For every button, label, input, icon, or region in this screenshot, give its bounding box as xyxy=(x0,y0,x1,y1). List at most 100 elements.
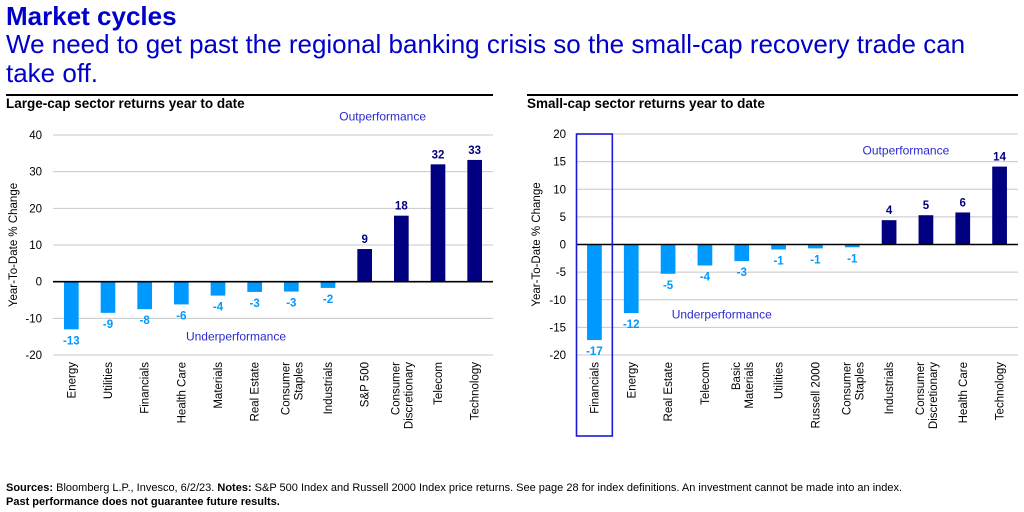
large-cap-data-label: -2 xyxy=(323,294,333,306)
large-cap-annotation-outperformance: Outperformance xyxy=(339,110,426,124)
small-cap-category-label: Telecom xyxy=(700,362,712,405)
small-cap-data-label: -1 xyxy=(773,255,784,267)
small-cap-category-label: Industrials xyxy=(884,362,896,415)
large-cap-category-label: Real Estate xyxy=(250,362,262,421)
small-cap-category-label-line: Discretionary xyxy=(928,362,940,429)
large-cap-data-label: -8 xyxy=(140,315,151,327)
left-panel-rule xyxy=(6,94,493,96)
large-cap-category-label: Financials xyxy=(140,362,152,414)
large-cap-bar xyxy=(430,164,446,282)
small-cap-category-label: Technology xyxy=(995,362,1007,420)
large-cap-y-tick-label: 0 xyxy=(36,277,42,289)
small-cap-bar xyxy=(808,244,823,249)
large-cap-bar xyxy=(174,281,189,305)
large-cap-category-label-line: Financials xyxy=(140,362,152,414)
large-cap-data-label: 9 xyxy=(361,234,367,246)
small-cap-bar xyxy=(697,244,713,266)
large-cap-data-label: -13 xyxy=(63,335,80,347)
disclaimer-text: Past performance does not guarantee futu… xyxy=(6,496,280,508)
small-cap-category-label: Health Care xyxy=(958,362,970,423)
large-cap-data-label: -3 xyxy=(250,298,260,310)
large-cap-category-label-line: Discretionary xyxy=(403,362,415,429)
small-cap-y-tick-label: -10 xyxy=(549,295,566,307)
large-cap-bar xyxy=(467,159,482,282)
small-cap-data-label: -17 xyxy=(586,346,603,358)
small-cap-data-label: -4 xyxy=(700,271,711,283)
large-cap-category-label-line: Consumer xyxy=(390,362,402,415)
small-cap-data-label: 14 xyxy=(993,152,1006,164)
footer-line-1: Sources: Bloomberg L.P., Invesco, 6/2/23… xyxy=(6,481,1016,495)
large-cap-data-label: -6 xyxy=(176,310,186,322)
large-cap-category-label-line: Utilities xyxy=(103,362,115,399)
large-cap-data-label: 18 xyxy=(395,201,408,213)
large-cap-bar xyxy=(100,281,116,313)
small-cap-category-label: Russell 2000 xyxy=(810,362,822,428)
large-cap-category-label-line: Consumer xyxy=(280,362,292,415)
large-cap-data-label: -4 xyxy=(213,302,224,314)
large-cap-bar xyxy=(394,215,409,282)
large-cap-bar xyxy=(357,249,372,282)
small-cap-y-tick-label: 15 xyxy=(553,157,566,169)
small-cap-category-label: ConsumerDiscretionary xyxy=(915,362,940,429)
small-cap-category-label-line: Utilities xyxy=(774,362,786,399)
small-cap-data-label: 6 xyxy=(960,197,966,209)
large-cap-bar xyxy=(247,281,262,292)
large-cap-category-label-line: Health Care xyxy=(176,362,188,423)
small-cap-category-label-line: Consumer xyxy=(915,362,927,415)
large-cap-category-label-line: Energy xyxy=(66,362,78,399)
large-cap-category-label: ConsumerDiscretionary xyxy=(390,362,415,429)
large-cap-y-axis-label: Year-To-Date % Change xyxy=(8,183,20,307)
large-cap-bar xyxy=(210,281,226,296)
large-cap-y-tick-label: -10 xyxy=(25,313,42,325)
notes-label: Notes: xyxy=(217,482,252,494)
footer-line-2: Past performance does not guarantee futu… xyxy=(6,495,1016,509)
large-cap-category-label: Utilities xyxy=(103,362,115,399)
small-cap-bar xyxy=(881,220,897,245)
page-subtitle: We need to get past the regional banking… xyxy=(6,29,966,88)
small-cap-bar xyxy=(918,215,934,245)
small-cap-bar xyxy=(660,244,676,274)
small-cap-category-label-line: Financials xyxy=(589,362,601,414)
large-cap-category-label-line: Staples xyxy=(293,362,305,401)
small-cap-data-label: -12 xyxy=(623,319,640,331)
small-cap-bar xyxy=(623,244,639,314)
large-cap-data-label: -9 xyxy=(103,319,113,331)
small-cap-category-label-line: Telecom xyxy=(700,362,712,405)
small-cap-y-tick-label: 5 xyxy=(560,212,566,224)
small-cap-category-label-line: Materials xyxy=(744,362,756,409)
small-cap-category-label-line: Technology xyxy=(995,362,1007,420)
footer-notes: Sources: Bloomberg L.P., Invesco, 6/2/23… xyxy=(6,481,1016,509)
small-cap-data-label: -5 xyxy=(663,280,674,292)
small-cap-bar xyxy=(992,166,1007,245)
small-cap-data-label: -1 xyxy=(847,253,858,265)
large-cap-category-label: Materials xyxy=(213,362,225,409)
large-cap-category-label-line: Materials xyxy=(213,362,225,409)
large-cap-bar xyxy=(64,281,79,330)
large-cap-category-label: Energy xyxy=(66,362,78,399)
small-cap-data-label: 4 xyxy=(886,205,893,217)
small-cap-y-tick-label: -15 xyxy=(549,322,566,334)
small-cap-category-label: Energy xyxy=(626,362,638,399)
small-cap-category-label-line: Health Care xyxy=(958,362,970,423)
small-cap-category-label: ConsumerStaples xyxy=(841,362,866,415)
large-cap-category-label: Health Care xyxy=(176,362,188,423)
small-cap-y-tick-label: -5 xyxy=(556,267,566,279)
sources-label: Sources: xyxy=(6,482,54,494)
large-cap-bar xyxy=(284,281,299,292)
small-cap-annotation-underperformance: Underperformance xyxy=(672,308,772,322)
large-cap-data-label: 32 xyxy=(432,149,445,161)
large-cap-y-tick-label: -20 xyxy=(25,350,42,362)
large-cap-y-tick-label: 40 xyxy=(29,130,42,142)
small-cap-highlight-box xyxy=(575,133,614,437)
page-title: Market cycles xyxy=(6,1,177,31)
large-cap-category-label-line: S&P 500 xyxy=(360,362,372,407)
large-cap-annotation-underperformance: Underperformance xyxy=(186,330,286,344)
large-cap-y-tick-label: 10 xyxy=(29,240,42,252)
large-cap-category-label: ConsumerStaples xyxy=(280,362,305,415)
small-cap-category-label-line: Staples xyxy=(854,362,866,401)
large-cap-category-label: S&P 500 xyxy=(360,362,372,407)
small-cap-bar xyxy=(734,244,750,262)
large-cap-bar xyxy=(320,281,336,288)
small-cap-data-label: 5 xyxy=(923,200,930,212)
small-cap-data-label: -1 xyxy=(810,254,821,266)
